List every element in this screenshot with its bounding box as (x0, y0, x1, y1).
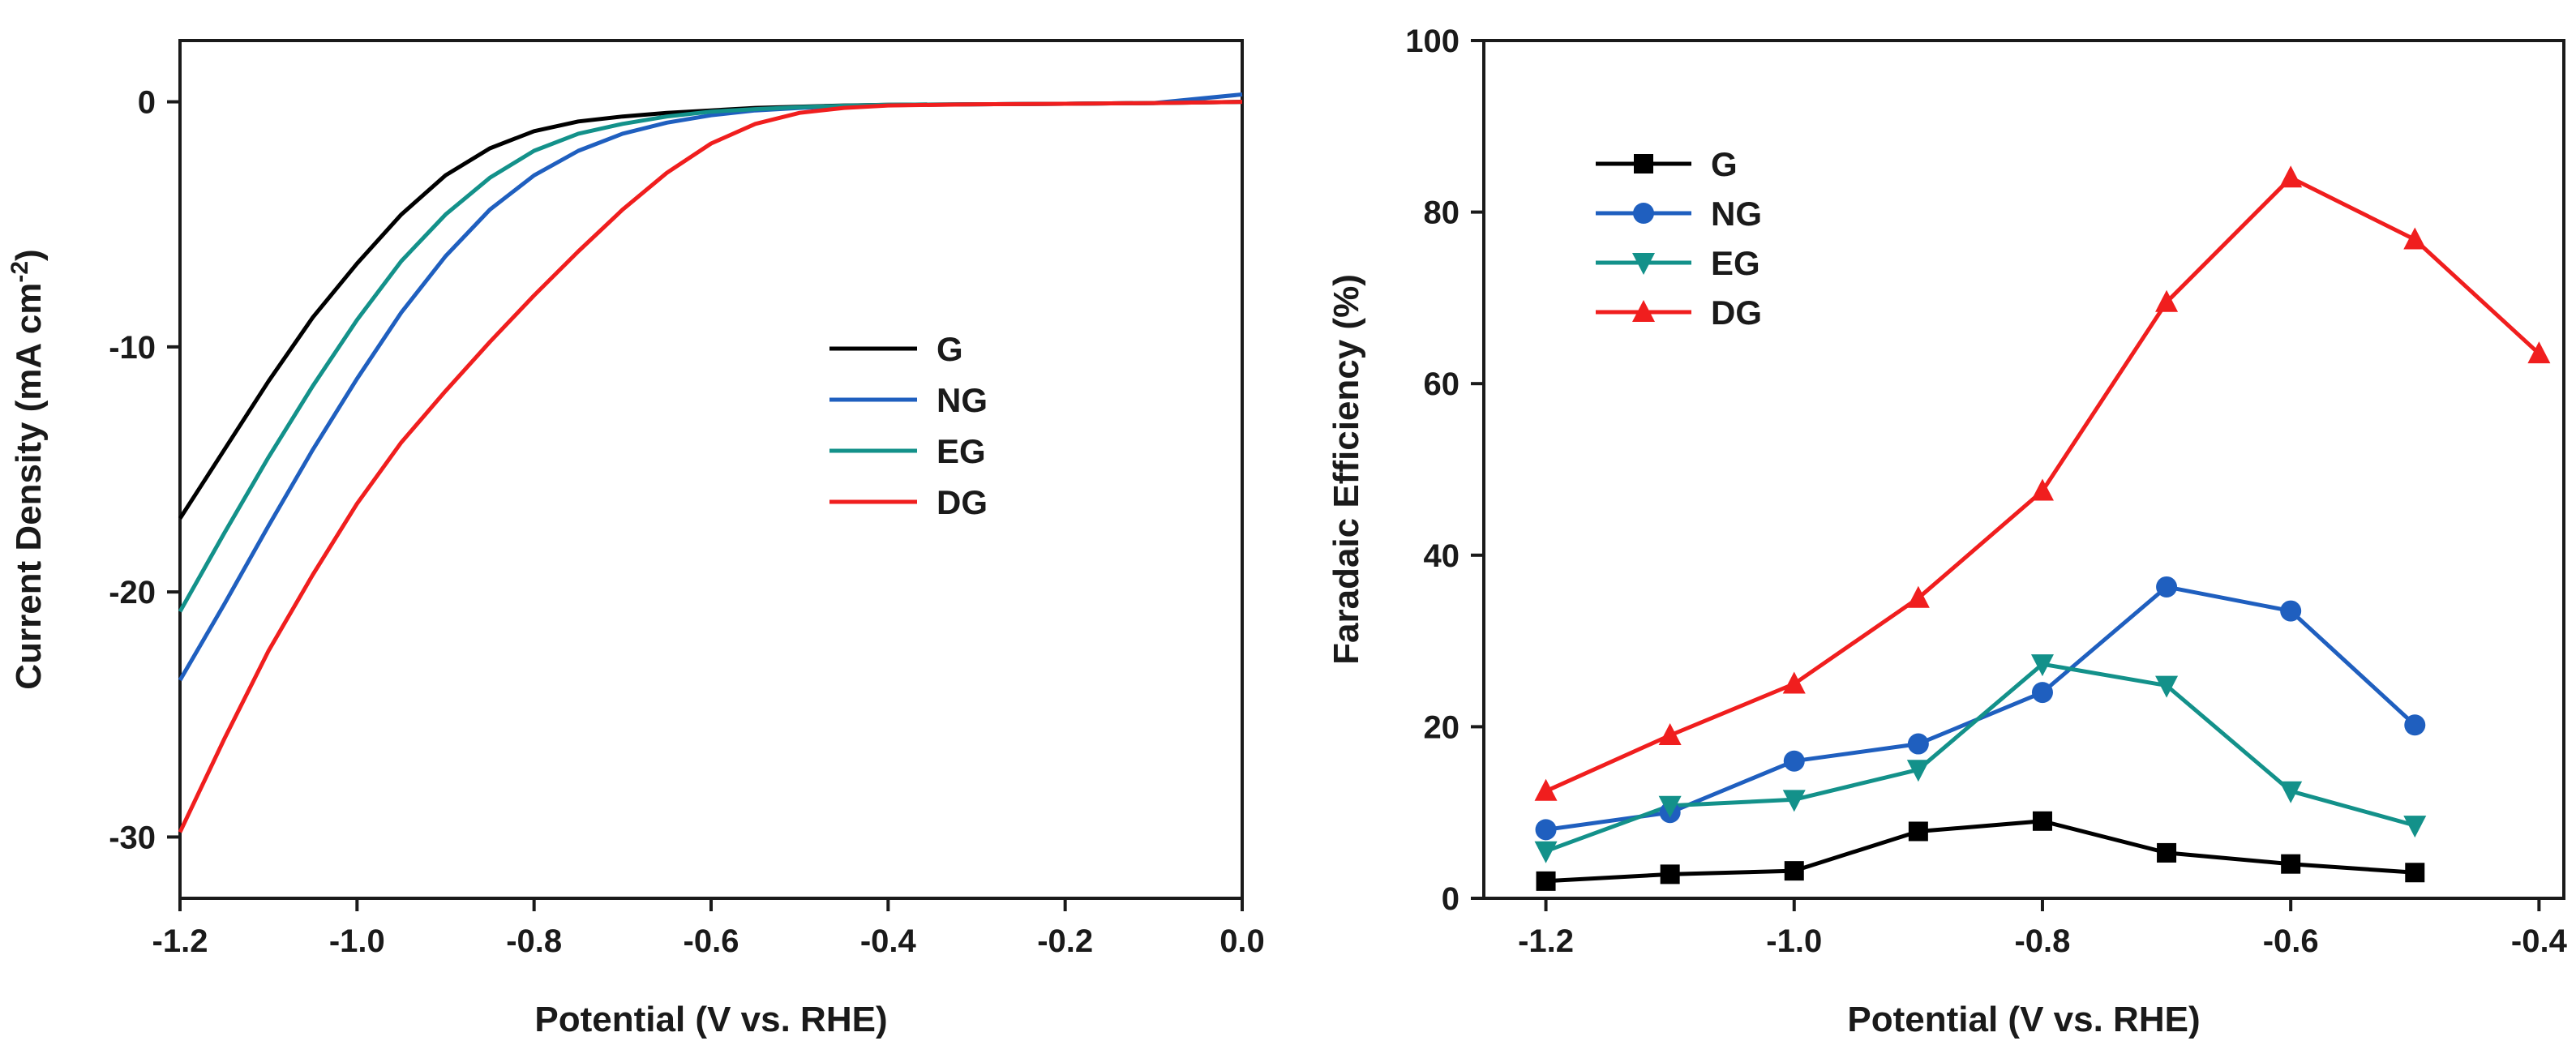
point-eg (1534, 841, 1558, 863)
point-dg (2527, 341, 2551, 364)
point-g (1784, 861, 1804, 881)
series-line-g (1545, 819, 2415, 884)
point-ng (1783, 750, 1805, 772)
lsv-x-axis-title: Potential (V vs. RHE) (534, 1000, 887, 1039)
y-tick-label: -30 (109, 820, 156, 855)
y-tick-label: -20 (109, 575, 156, 610)
point-ng (2280, 600, 2302, 622)
lsv-y-ticks: 0 -10 -20 -30 (109, 85, 180, 855)
fe-y-axis-title: Faradaic Efficiency (%) (1327, 274, 1366, 665)
fe-x-ticks: -1.2 -1.0 -0.8 -0.6 -0.4 (1518, 898, 2568, 959)
x-tick-label: -0.8 (506, 923, 562, 959)
lsv-plot-frame (178, 39, 1244, 900)
point-g (2032, 811, 2052, 831)
fe-chart: -1.2 -1.0 -0.8 -0.6 -0.4 0 20 40 60 80 100 Potent… (1327, 24, 2568, 1039)
point-ng (1907, 733, 1929, 755)
legend-label-g: G (1711, 145, 1738, 183)
fe-series-lines (1545, 175, 2541, 884)
legend-marker-ng (1633, 203, 1654, 224)
point-eg (1782, 790, 1806, 812)
point-eg (1658, 795, 1682, 818)
x-tick-label: -1.2 (152, 923, 208, 959)
point-dg (1534, 778, 1558, 801)
point-dg (1658, 722, 1682, 745)
x-tick-label: -0.4 (2511, 923, 2568, 959)
x-tick-label: -0.2 (1037, 923, 1093, 959)
series-line-eg (1545, 662, 2415, 854)
point-eg (2279, 781, 2303, 803)
y-tick-label: 100 (1405, 24, 1459, 59)
x-tick-label: -1.2 (1518, 923, 1574, 959)
legend-label-g: G (937, 330, 963, 368)
x-tick-label: -0.8 (2014, 923, 2070, 959)
point-eg (2403, 816, 2427, 838)
lsv-legend: G NG EG DG (829, 330, 988, 521)
point-dg (1782, 671, 1806, 694)
lsv-chart: -1.2 -1.0 -0.8 -0.6 -0.4 -0.2 0.0 0 -10 -20 -30 P… (6, 39, 1265, 1039)
point-dg (1906, 585, 1930, 608)
fe-plot-frame (1482, 39, 2565, 900)
point-g (2281, 854, 2301, 874)
legend-label-dg: DG (1711, 293, 1762, 332)
x-tick-label: -0.6 (684, 923, 739, 959)
point-eg (1906, 760, 1930, 782)
point-dg (2155, 289, 2179, 312)
point-g (2157, 842, 2177, 863)
y-tick-label: 0 (1442, 881, 1459, 917)
legend-label-eg: EG (1711, 244, 1760, 282)
point-ng (2404, 714, 2426, 736)
series-line-dg (178, 100, 1243, 833)
x-tick-label: -1.0 (1766, 923, 1822, 959)
point-g (1660, 864, 1680, 885)
point-ng (1535, 819, 1557, 841)
legend-label-ng: NG (937, 381, 988, 419)
y-tick-label: 80 (1424, 195, 1460, 231)
point-dg (2279, 165, 2303, 188)
legend-label-dg: DG (937, 483, 988, 521)
point-dg (2030, 478, 2054, 501)
x-tick-label: 0.0 (1219, 923, 1265, 959)
series-line-ng (178, 92, 1243, 682)
y-tick-label: 20 (1424, 709, 1460, 745)
series-line-g (178, 100, 1243, 520)
y-tick-label: 40 (1424, 538, 1460, 574)
series-line-ng (1545, 585, 2416, 832)
lsv-y-axis-title: Current Density (mA cm-2) (6, 249, 49, 689)
fe-series-markers (1534, 165, 2551, 891)
point-eg (2030, 654, 2054, 677)
point-ng (2031, 682, 2053, 704)
point-dg (2403, 227, 2427, 250)
point-eg (2155, 675, 2179, 698)
x-tick-label: -0.4 (860, 923, 917, 959)
fe-y-ticks: 0 20 40 60 80 100 (1405, 24, 1484, 917)
y-tick-label: 60 (1424, 366, 1460, 402)
point-g (1536, 871, 1556, 891)
lsv-series-lines (178, 92, 1243, 833)
legend-label-eg: EG (937, 432, 986, 470)
legend-marker-eg (1632, 253, 1655, 275)
lsv-x-ticks: -1.2 -1.0 -0.8 -0.6 -0.4 -0.2 0.0 (152, 898, 1265, 959)
x-tick-label: -1.0 (329, 923, 385, 959)
legend-marker-dg (1632, 300, 1655, 322)
point-g (1908, 821, 1928, 842)
y-tick-label: 0 (138, 85, 156, 121)
point-g (2405, 863, 2425, 883)
fe-x-axis-title: Potential (V vs. RHE) (1847, 1000, 2200, 1039)
point-ng (2156, 576, 2178, 598)
legend-marker-g (1634, 154, 1653, 173)
fe-legend: G NG EG DG (1596, 145, 1762, 332)
x-tick-label: -0.6 (2263, 923, 2319, 959)
legend-label-ng: NG (1711, 195, 1762, 233)
y-tick-label: -10 (109, 330, 156, 366)
